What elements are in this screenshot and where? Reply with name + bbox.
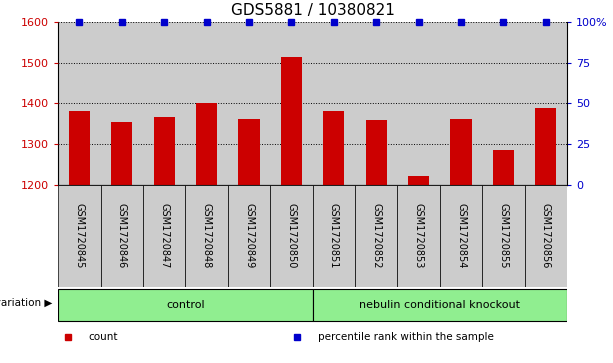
Bar (196, 103, 217, 185)
Bar (270, 185, 313, 287)
Bar (270, 22, 313, 185)
Bar (493, 150, 514, 185)
Text: percentile rank within the sample: percentile rank within the sample (318, 332, 493, 342)
Text: GSM1720846: GSM1720846 (117, 203, 127, 269)
Text: GSM1720856: GSM1720856 (541, 203, 551, 269)
Text: control: control (166, 300, 205, 310)
Text: nebulin conditional knockout: nebulin conditional knockout (359, 300, 520, 310)
Bar (185, 22, 228, 185)
Bar (58, 185, 101, 287)
Bar (101, 22, 143, 185)
Title: GDS5881 / 10380821: GDS5881 / 10380821 (230, 3, 395, 18)
Bar (154, 117, 175, 185)
Bar (355, 22, 397, 185)
Bar (397, 185, 440, 287)
Bar (185, 185, 228, 287)
Bar (535, 107, 557, 185)
Bar (355, 185, 397, 287)
Text: GSM1720849: GSM1720849 (244, 203, 254, 269)
Bar (281, 57, 302, 185)
Bar (313, 22, 355, 185)
Bar (58, 289, 313, 321)
Text: count: count (89, 332, 118, 342)
Text: GSM1720853: GSM1720853 (414, 203, 424, 269)
Bar (228, 185, 270, 287)
Bar (365, 120, 387, 185)
Bar (525, 185, 567, 287)
Bar (238, 119, 260, 185)
Bar (525, 22, 567, 185)
Bar (143, 22, 186, 185)
Text: GSM1720855: GSM1720855 (498, 203, 508, 269)
Bar (482, 185, 525, 287)
Text: genotype/variation ▶: genotype/variation ▶ (0, 298, 52, 308)
Bar (323, 111, 345, 185)
Bar (440, 185, 482, 287)
Bar (313, 289, 567, 321)
Bar (111, 122, 132, 185)
Bar (69, 111, 90, 185)
Bar (451, 119, 471, 185)
Bar (482, 22, 525, 185)
Bar (408, 176, 429, 185)
Bar (58, 22, 101, 185)
Bar (101, 185, 143, 287)
Text: GSM1720852: GSM1720852 (371, 203, 381, 269)
Bar (397, 22, 440, 185)
Bar (228, 22, 270, 185)
Bar (313, 185, 355, 287)
Text: GSM1720847: GSM1720847 (159, 203, 169, 269)
Bar (143, 185, 186, 287)
Text: GSM1720848: GSM1720848 (202, 203, 211, 269)
Bar (440, 22, 482, 185)
Text: GSM1720851: GSM1720851 (329, 203, 339, 269)
Text: GSM1720850: GSM1720850 (286, 203, 297, 269)
Text: GSM1720854: GSM1720854 (456, 203, 466, 269)
Text: GSM1720845: GSM1720845 (74, 203, 85, 269)
